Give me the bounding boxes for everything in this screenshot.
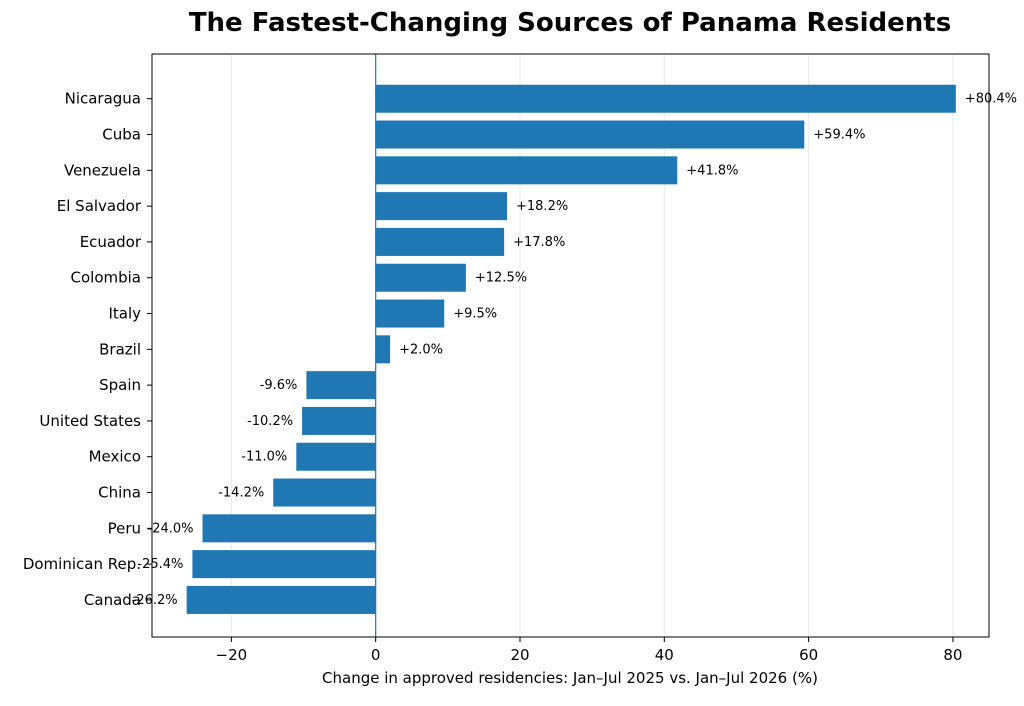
category-label: Cuba (102, 126, 141, 144)
value-label: +17.8% (513, 235, 565, 250)
category-label: Venezuela (64, 161, 141, 179)
category-label: Peru (108, 519, 141, 537)
x-tick-label: 0 (371, 646, 381, 664)
category-label: Nicaragua (65, 90, 141, 108)
category-label: Mexico (89, 448, 141, 466)
x-tick-label: 80 (943, 646, 962, 664)
x-tick-label: 40 (655, 646, 674, 664)
value-label: +59.4% (813, 128, 865, 143)
category-label: United States (39, 412, 141, 430)
bar (375, 120, 805, 149)
x-tick-label: 60 (799, 646, 818, 664)
category-label: Ecuador (80, 233, 142, 251)
bar (375, 156, 678, 185)
bar (302, 406, 376, 435)
bar (375, 227, 505, 256)
bar (375, 299, 445, 328)
category-label: Colombia (71, 269, 142, 287)
value-label: +41.8% (686, 163, 738, 178)
bar (186, 585, 376, 614)
value-label: -24.0% (148, 521, 194, 536)
bar (202, 514, 376, 543)
value-label: -14.2% (218, 486, 264, 501)
plot-frame (151, 53, 990, 638)
x-tick-label: −20 (216, 646, 248, 664)
bar (375, 84, 956, 113)
category-label: Italy (108, 305, 141, 323)
bar (296, 442, 376, 471)
value-label: -10.2% (247, 414, 293, 429)
category-labels: Nicaragua Cuba Venezuela El Salvador Ecuador… (23, 90, 142, 609)
category-label: Spain (99, 376, 141, 394)
value-label: +18.2% (516, 199, 568, 214)
category-label: El Salvador (57, 197, 142, 215)
category-label: China (98, 484, 141, 502)
value-label: +2.0% (399, 342, 443, 357)
value-label: -26.2% (132, 593, 178, 608)
bar (192, 550, 376, 579)
x-tick-label: 20 (510, 646, 529, 664)
value-label: -9.6% (260, 378, 298, 393)
value-label: +12.5% (475, 271, 527, 286)
bar (375, 263, 466, 292)
bars (186, 84, 956, 614)
bar (375, 192, 508, 221)
value-label: +9.5% (453, 307, 497, 322)
chart-title: The Fastest-Changing Sources of Panama R… (189, 8, 951, 38)
x-axis-label: Change in approved residencies: Jan–Jul … (322, 669, 818, 687)
category-label: Brazil (99, 340, 141, 358)
x-axis-ticks: −20 0 20 40 60 80 (147, 98, 962, 664)
value-label: +80.4% (965, 92, 1017, 107)
bar (306, 371, 376, 400)
bar (273, 478, 376, 507)
value-label: -11.0% (241, 450, 287, 465)
category-label: Canada (84, 591, 141, 609)
value-label: -25.4% (137, 557, 183, 572)
category-label: Dominican Rep. (23, 555, 141, 573)
bar (375, 335, 391, 364)
value-labels: +80.4% +59.4% +41.8% +18.2% +17.8% +12.5% +9.5… (132, 92, 1017, 608)
